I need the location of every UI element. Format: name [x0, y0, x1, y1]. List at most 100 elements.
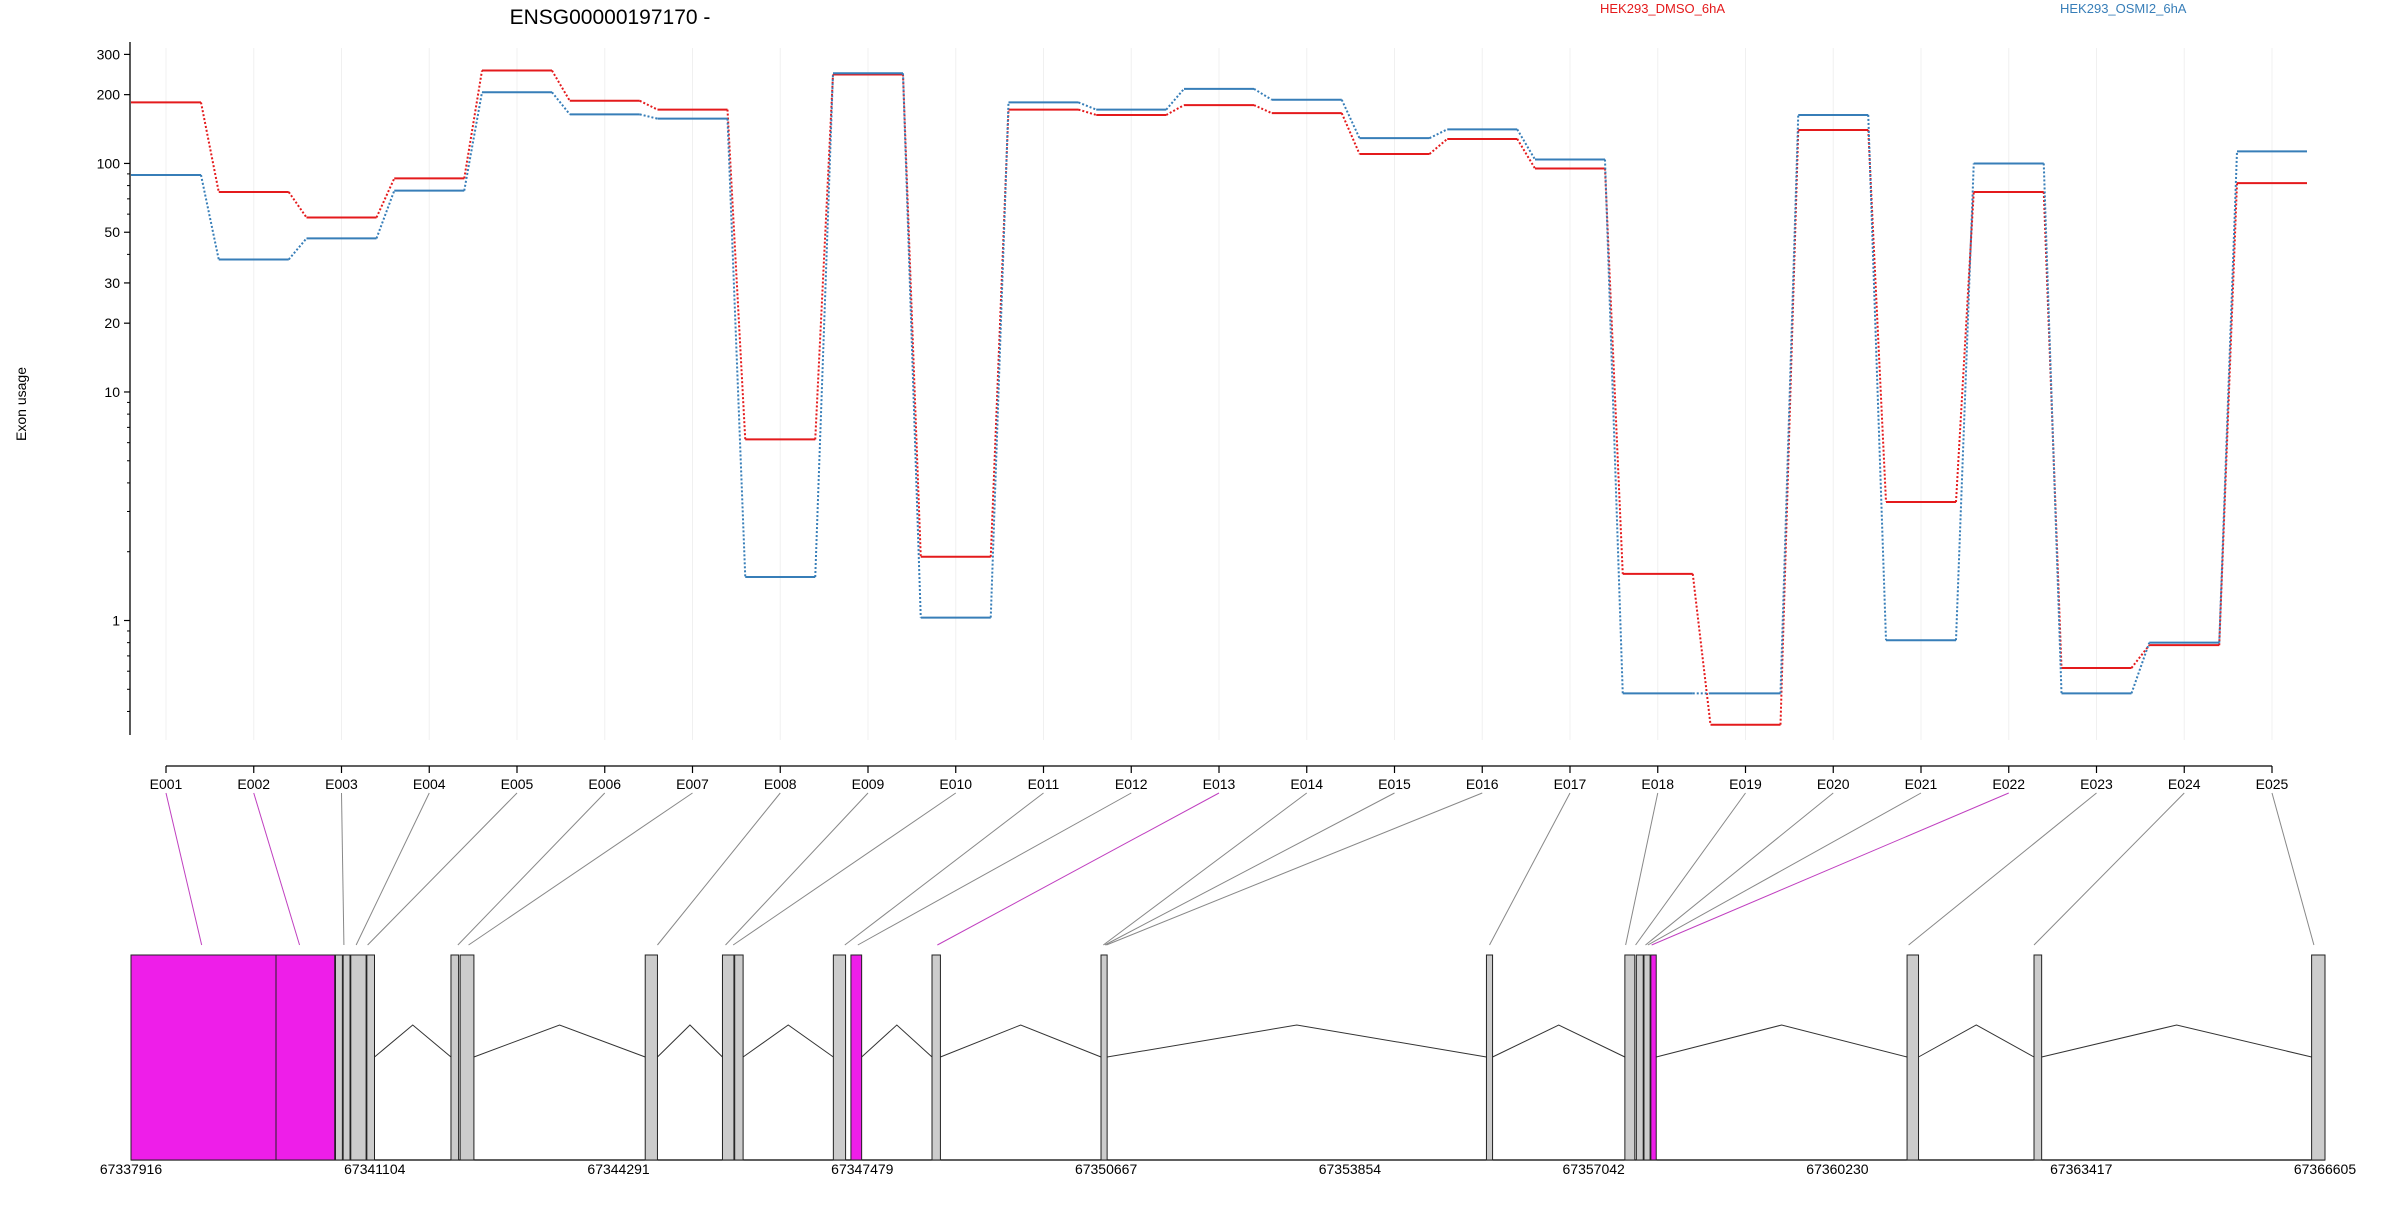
x-tick-label-E001: E001 [150, 776, 183, 792]
series-1-connector [1165, 88, 1185, 111]
mapping-line-E008 [657, 792, 781, 946]
exon-box-7 [644, 954, 658, 1161]
y-axis-label: Exon usage [13, 367, 29, 441]
series-1-connector [1429, 128, 1448, 140]
intron-19 [1918, 1024, 2035, 1058]
exon-box-12 [931, 954, 941, 1161]
y-tick-label-1: 1 [112, 613, 120, 629]
exon-box-4 [366, 954, 375, 1161]
x-tick-label-E014: E014 [1290, 776, 1323, 792]
exon-box-13 [1100, 954, 1108, 1161]
coordinate-label-4: 67350667 [1075, 1161, 1138, 1177]
series-1-connector [1604, 159, 1624, 694]
y-tick-label-20: 20 [104, 315, 120, 331]
intron-18 [1656, 1024, 1908, 1058]
exon-box-11 [850, 954, 863, 1161]
series-1-connector [1078, 101, 1097, 111]
series-0-connector [200, 102, 220, 193]
mapping-line-E016 [1106, 792, 1483, 946]
legend-label-dmso: HEK293_DMSO_6hA [1600, 1, 1725, 16]
mapping-line-E019 [1635, 792, 1746, 946]
series-1-connector [2218, 151, 2238, 643]
series-1-connector [1340, 99, 1361, 139]
series-1-connector [1955, 163, 1975, 641]
intron-13 [1107, 1024, 1487, 1058]
series-0-connector [2130, 644, 2151, 669]
series-1-connector [551, 91, 571, 115]
mapping-layer [165, 792, 2315, 946]
mapping-line-E020 [1645, 792, 1834, 946]
grid-layer [165, 48, 2273, 740]
mapping-line-E018 [1625, 792, 1659, 946]
mapping-line-E015 [1104, 792, 1395, 946]
exon-box-17 [1643, 954, 1651, 1161]
series-1-connector [1253, 88, 1273, 101]
mapping-line-E001 [165, 792, 203, 946]
x-tick-label-E005: E005 [501, 776, 534, 792]
mapping-line-E005 [367, 792, 518, 946]
series-1 [131, 72, 2307, 695]
exon-box-10 [832, 954, 847, 1161]
y-tick-label-30: 30 [104, 275, 120, 291]
series-1-connector [2042, 163, 2063, 694]
x-tick-label-E004: E004 [413, 776, 446, 792]
y-tick-label-50: 50 [104, 224, 120, 240]
chart-title: ENSG00000197170 - [510, 6, 711, 29]
mapping-line-E023 [1908, 792, 2097, 946]
coordinate-label-6: 67357042 [1563, 1161, 1626, 1177]
x-tick-label-E008: E008 [764, 776, 797, 792]
coordinate-label-2: 67344291 [587, 1161, 650, 1177]
mapping-line-E007 [468, 792, 693, 946]
mapping-line-E002 [253, 792, 301, 946]
series-0-connector [463, 70, 483, 179]
series-0-connector [375, 177, 396, 218]
x-tick-label-E025: E025 [2256, 776, 2289, 792]
coordinate-label-8: 67363417 [2050, 1161, 2113, 1177]
x-tick-label-E003: E003 [325, 776, 358, 792]
mapping-line-E012 [857, 792, 1132, 946]
mapping-line-E022 [1651, 792, 2009, 946]
series-1-connector [726, 118, 747, 578]
series-0-connector [1340, 112, 1361, 155]
intron-14 [1492, 1024, 1626, 1058]
series-0-connector [1078, 108, 1097, 116]
exon-box-6 [459, 954, 475, 1161]
series-1-connector [287, 237, 308, 261]
x-tick-label-E002: E002 [237, 776, 270, 792]
mapping-line-E013 [937, 792, 1220, 946]
mapping-line-E006 [457, 792, 606, 946]
series-1-connector [375, 190, 396, 239]
mapping-line-E025 [2271, 792, 2315, 946]
mapping-line-E021 [1647, 792, 1922, 946]
mapping-line-E011 [844, 792, 1044, 946]
x-tick-label-E017: E017 [1554, 776, 1587, 792]
x-tick-label-E013: E013 [1203, 776, 1236, 792]
series-1-connector [639, 113, 658, 120]
coordinate-label-0: 67337916 [100, 1161, 163, 1177]
series-1-connector [1516, 128, 1536, 161]
series-1-connector [2130, 642, 2151, 694]
x-tick-label-E006: E006 [588, 776, 621, 792]
coordinate-label-5: 67353854 [1319, 1161, 1382, 1177]
series-1-connector [463, 92, 483, 191]
exon-box-1 [334, 954, 343, 1161]
exon-box-19 [1906, 954, 1920, 1161]
coordinate-label-1: 67341104 [344, 1161, 405, 1177]
exon-box-16 [1635, 954, 1644, 1161]
legend-label-osmi2: HEK293_OSMI2_6hA [2060, 1, 2187, 16]
x-tick-label-E010: E010 [939, 776, 972, 792]
x-tick-label-E007: E007 [676, 776, 709, 792]
series-0-connector [1691, 573, 1712, 725]
exon-box-5 [450, 954, 460, 1161]
intron-11 [861, 1024, 933, 1058]
exon-box-2 [342, 954, 351, 1161]
coordinate-label-9: 67366605 [2294, 1161, 2357, 1177]
mapping-line-E004 [355, 792, 430, 946]
coordinate-label-7: 67360230 [1806, 1161, 1869, 1177]
mapping-line-E024 [2033, 792, 2185, 946]
mapping-line-E014 [1103, 792, 1308, 946]
series-0-connector [726, 109, 747, 440]
y-tick-label-200: 200 [97, 87, 121, 103]
